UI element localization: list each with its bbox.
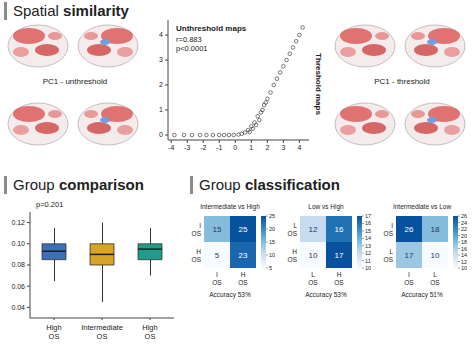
svg-text:26: 26 <box>461 213 467 219</box>
svg-text:1: 1 <box>159 106 163 113</box>
html-text:r=0.883: r=0.883 <box>176 35 202 44</box>
svg-text:4: 4 <box>297 144 301 151</box>
html-text:Group comparison: Group comparison <box>13 176 144 193</box>
svg-text:0.10: 0.10 <box>11 240 25 247</box>
svg-text:10: 10 <box>309 251 318 260</box>
svg-text:0: 0 <box>159 131 163 138</box>
svg-text:15: 15 <box>365 228 371 234</box>
svg-text:PC1 - unthreshold: PC1 - unthreshold <box>43 77 107 86</box>
svg-text:0: 0 <box>233 144 237 151</box>
svg-text:LOS: LOS <box>384 248 394 263</box>
html-text:Spatial similarity: Spatial similarity <box>13 2 129 19</box>
svg-text:LOS: LOS <box>430 271 440 286</box>
svg-text:11: 11 <box>365 258 371 264</box>
svg-text:2: 2 <box>265 144 269 151</box>
svg-text:3: 3 <box>281 144 285 151</box>
svg-text:1: 1 <box>249 144 253 151</box>
svg-text:14: 14 <box>461 252 467 258</box>
html-text:Threshold maps: Threshold maps <box>313 53 323 115</box>
html-text:p<0.0001: p<0.0001 <box>176 44 208 53</box>
svg-text:15: 15 <box>213 225 222 234</box>
svg-text:26: 26 <box>405 225 414 234</box>
svg-text:HOS: HOS <box>192 248 202 263</box>
svg-text:HOS: HOS <box>238 271 248 286</box>
svg-text:-4: -4 <box>168 144 174 151</box>
svg-text:LOS: LOS <box>308 271 318 286</box>
svg-text:10: 10 <box>269 252 275 258</box>
svg-text:Intermediate vs Low: Intermediate vs Low <box>393 203 451 210</box>
svg-text:16: 16 <box>335 225 344 234</box>
svg-text:IOS: IOS <box>404 271 414 286</box>
svg-text:13: 13 <box>365 243 371 249</box>
html-text:Unthreshold maps: Unthreshold maps <box>176 24 247 33</box>
html-text:p=0.201: p=0.201 <box>36 200 64 209</box>
svg-text:HOS: HOS <box>288 248 298 263</box>
svg-text:16: 16 <box>365 220 371 226</box>
svg-text:HighOS: HighOS <box>142 323 157 341</box>
svg-text:12: 12 <box>365 250 371 256</box>
svg-text:20: 20 <box>461 233 467 239</box>
svg-text:24: 24 <box>461 220 467 226</box>
svg-text:16: 16 <box>461 246 467 252</box>
svg-text:0.12: 0.12 <box>11 219 25 226</box>
svg-text:3: 3 <box>159 56 163 63</box>
svg-text:5: 5 <box>215 251 220 260</box>
svg-text:HOS: HOS <box>334 271 344 286</box>
svg-text:23: 23 <box>239 251 248 260</box>
svg-text:25: 25 <box>239 225 248 234</box>
svg-text:17: 17 <box>405 251 414 260</box>
svg-text:5: 5 <box>269 265 272 271</box>
svg-text:-2: -2 <box>200 144 206 151</box>
svg-text:LOS: LOS <box>288 222 298 237</box>
svg-text:IOS: IOS <box>212 271 222 286</box>
svg-text:12: 12 <box>309 225 318 234</box>
svg-text:Low vs High: Low vs High <box>308 203 344 211</box>
svg-text:Accuracy 53%: Accuracy 53% <box>305 291 347 299</box>
svg-text:4: 4 <box>159 31 163 38</box>
svg-text:17: 17 <box>365 213 371 219</box>
svg-text:10: 10 <box>431 251 440 260</box>
svg-text:25: 25 <box>269 213 275 219</box>
svg-text:18: 18 <box>461 239 467 245</box>
svg-text:IOS: IOS <box>192 222 202 237</box>
svg-text:10: 10 <box>365 265 371 271</box>
svg-text:10: 10 <box>461 265 467 271</box>
svg-text:18: 18 <box>431 225 440 234</box>
svg-text:14: 14 <box>365 235 371 241</box>
svg-text:Accuracy 53%: Accuracy 53% <box>209 291 251 299</box>
html-text:Group classification: Group classification <box>199 176 340 193</box>
svg-text:IntermediateOS: IntermediateOS <box>81 323 123 341</box>
svg-text:0.08: 0.08 <box>11 261 25 268</box>
svg-text:15: 15 <box>269 239 275 245</box>
svg-text:17: 17 <box>335 251 344 260</box>
svg-text:12: 12 <box>461 259 467 265</box>
svg-text:-3: -3 <box>184 144 190 151</box>
svg-text:IOS: IOS <box>384 222 394 237</box>
svg-text:0.04: 0.04 <box>11 304 25 311</box>
svg-text:HighOS: HighOS <box>46 323 61 341</box>
svg-text:-1: -1 <box>216 144 222 151</box>
svg-text:0.06: 0.06 <box>11 283 25 290</box>
svg-text:PC1 - threshold: PC1 - threshold <box>374 77 430 86</box>
svg-text:20: 20 <box>269 226 275 232</box>
svg-text:Intermediate vs High: Intermediate vs High <box>200 203 260 211</box>
svg-text:Accuracy 51%: Accuracy 51% <box>401 291 443 299</box>
svg-text:2: 2 <box>159 81 163 88</box>
svg-text:22: 22 <box>461 226 467 232</box>
